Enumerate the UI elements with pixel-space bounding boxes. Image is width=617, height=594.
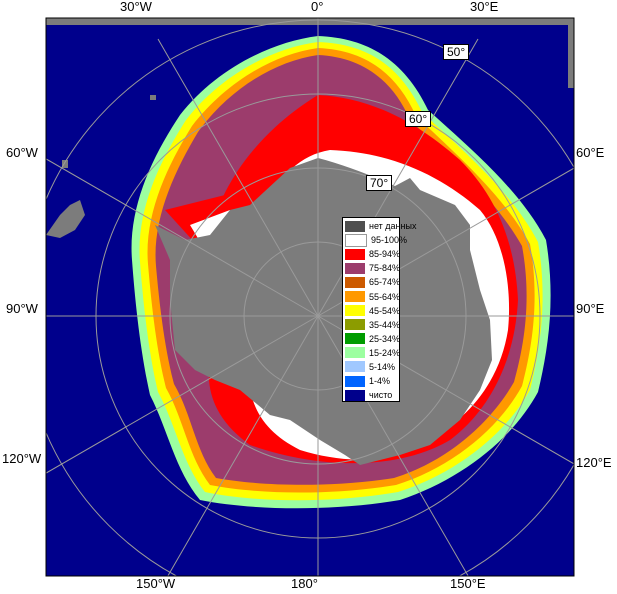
top-gray-strip [46,18,574,25]
lon-label-180: 180° [291,576,318,591]
lon-label-60e: 60°E [576,145,605,160]
legend-item: нет данных [345,219,416,233]
legend-item: 25-34% [345,332,401,346]
lon-label-30e: 30°E [470,0,499,14]
lon-label-120e: 120°E [576,455,612,470]
legend-item: 35-44% [345,318,401,332]
legend-swatch [345,276,365,288]
lat-label-50: 50° [443,44,470,60]
south-america-tip [46,200,85,238]
right-gray-strip [568,18,574,88]
legend-item: 1-4% [345,374,399,388]
lat-label-60: 60° [405,111,432,127]
lon-label-90e: 90°E [576,301,605,316]
legend-label: нет данных [369,221,417,232]
legend-item: 85-94% [345,247,401,261]
lon-label-150e: 150°E [450,576,486,591]
legend-swatch [345,220,365,232]
antarctica-land [155,158,492,465]
legend-swatch [345,361,365,373]
legend-label: 65-74% [369,277,401,288]
concentration-legend: нет данных 95-100% 85-94% 75-84% 65-74% 55-64… [342,217,416,402]
legend-swatch [345,248,365,260]
map-border [45,17,575,577]
legend-item: 75-84% [345,261,401,275]
lat-label-70: 70° [366,175,393,191]
legend-item: 95-100% [345,233,407,247]
legend-label: 75-84% [369,263,401,274]
legend-label: 35-44% [369,319,401,330]
legend-swatch [345,389,365,401]
legend-swatch [345,262,365,274]
legend-item: чисто [345,388,399,402]
legend-item: 55-64% [345,289,401,303]
legend-item: 65-74% [345,275,401,289]
legend-label: 5-14% [369,361,396,372]
island [62,160,68,168]
legend-label: 55-64% [369,291,401,302]
legend-swatch [345,333,365,345]
legend-swatch [345,305,365,317]
legend-label: 45-54% [369,305,401,316]
lon-label-0: 0° [311,0,324,14]
island [150,95,156,100]
legend-label: 85-94% [369,249,401,260]
lon-label-60w: 60°W [6,145,38,160]
legend-label: 15-24% [369,347,401,358]
lon-label-120w: 120°W [2,451,42,466]
lon-label-150w: 150°W [136,576,176,591]
legend-item: 15-24% [345,346,401,360]
lon-label-30w: 30°W [120,0,152,14]
legend-item: 45-54% [345,304,401,318]
legend-swatch [345,291,365,303]
legend-swatch [345,233,367,247]
lon-label-90w: 90°W [6,301,38,316]
legend-label: чисто [369,390,393,401]
legend-label: 25-34% [369,333,401,344]
legend-swatch [345,375,365,387]
legend-label: 1-4% [369,376,391,387]
legend-swatch [345,319,365,331]
legend-swatch [345,347,365,359]
legend-item: 5-14% [345,360,399,374]
legend-label: 95-100% [371,235,408,246]
